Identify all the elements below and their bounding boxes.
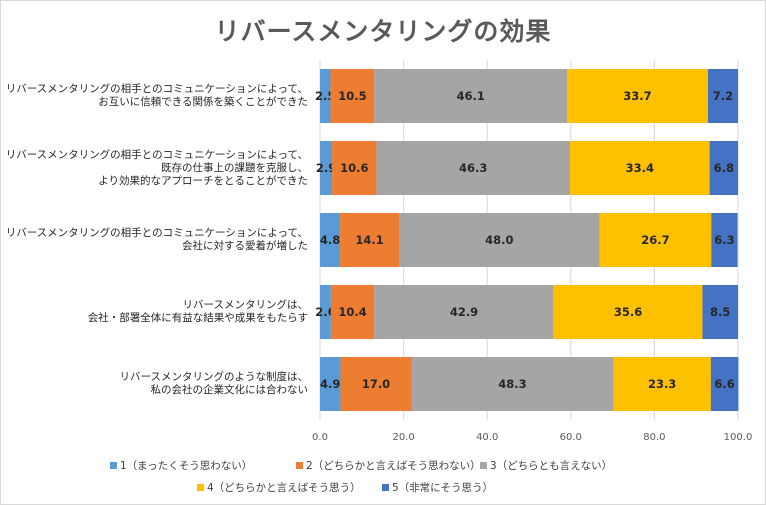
legend-item: 5（非常にそう思う） xyxy=(382,480,493,495)
data-label: 4.9 xyxy=(320,377,340,391)
legend-swatch xyxy=(382,484,389,491)
chart-title: リバースメンタリングの効果 xyxy=(214,17,552,46)
bar-segment xyxy=(340,213,400,267)
data-label: 6.8 xyxy=(714,161,734,175)
bar-segment xyxy=(374,285,554,339)
legend-item: 4（どちらかと言えばそう思う） xyxy=(197,480,361,495)
legend-label: 4（どちらかと言えばそう思う） xyxy=(207,482,361,494)
category-label-line: 会社・部署全体に有益な結果や成果をもたらす xyxy=(87,312,308,324)
data-label: 48.0 xyxy=(485,233,513,247)
x-tick-label: 0.0 xyxy=(312,432,328,443)
data-label: 2.6 xyxy=(315,305,335,319)
category-label: リバースメンタリングのような制度は、 私の会社の企業文化には合わない xyxy=(0,371,308,397)
bar-segment xyxy=(399,213,600,267)
data-label: 23.3 xyxy=(648,377,676,391)
bar-segment xyxy=(702,285,738,339)
bar-segment xyxy=(320,69,331,123)
data-label: 10.6 xyxy=(340,161,368,175)
bar-segment xyxy=(374,69,568,123)
category-label-line: リバースメンタリングの相手とのコミュニケーションによって、 xyxy=(5,148,308,161)
data-label: 2.5 xyxy=(315,89,335,103)
data-label: 10.5 xyxy=(338,89,366,103)
category-label-line: 会社に対する愛着が増した xyxy=(182,240,308,252)
bar-segment xyxy=(599,213,712,267)
data-label: 6.3 xyxy=(714,233,734,247)
legend-label: 5（非常にそう思う） xyxy=(392,482,493,494)
bar-segment xyxy=(340,357,412,411)
data-label: 14.1 xyxy=(355,233,383,247)
data-label: 42.9 xyxy=(450,305,478,319)
bar-segment xyxy=(330,69,375,123)
bar-segment xyxy=(376,141,570,195)
bar-segment xyxy=(711,213,738,267)
legend-item: 1（まったくそう思わない） xyxy=(110,458,252,473)
x-tick-label: 40.0 xyxy=(476,432,498,443)
bar-segment xyxy=(332,141,377,195)
bar-segment xyxy=(411,357,614,411)
legend-label: 3（どちらとも言えない） xyxy=(490,460,613,472)
category-label: リバースメンタリングの相手とのコミュニケーションによって、 既存の仕事上の課題を克… xyxy=(0,149,308,188)
bar-segment xyxy=(320,213,341,267)
legend-item: 3（どちらとも言えない） xyxy=(480,458,612,473)
x-tick-label: 80.0 xyxy=(643,432,665,443)
data-label: 17.0 xyxy=(362,377,390,391)
bar-segment xyxy=(320,141,333,195)
data-label: 33.7 xyxy=(623,89,651,103)
category-label: リバースメンタリングの相手とのコミュニケーションによって、 お互いに信頼できる関係… xyxy=(0,83,308,109)
bar-segment xyxy=(709,141,738,195)
data-label: 26.7 xyxy=(641,233,669,247)
category-label-line: リバースメンタリングは、 xyxy=(182,299,308,311)
legend-swatch xyxy=(296,462,303,469)
x-tick-label: 60.0 xyxy=(560,432,582,443)
category-label: リバースメンタリングは、 会社・部署全体に有益な結果や成果をもたらす xyxy=(0,299,308,325)
data-label: 4.8 xyxy=(320,233,340,247)
category-label: リバースメンタリングの相手とのコミュニケーションによって、 会社に対する愛着が増し… xyxy=(0,227,308,253)
category-label-line: リバースメンタリングの相手とのコミュニケーションによって、 xyxy=(5,83,308,95)
bar-segment xyxy=(567,69,708,123)
bar-segment xyxy=(320,357,341,411)
bar-segment xyxy=(613,357,711,411)
legend-swatch xyxy=(197,484,204,491)
bar-segment xyxy=(707,69,738,123)
legend-label: 1（まったくそう思わない） xyxy=(120,460,253,472)
data-label: 46.3 xyxy=(459,161,487,175)
bar-segment xyxy=(553,285,703,339)
data-label: 7.2 xyxy=(713,89,733,103)
bar-segment xyxy=(320,285,331,339)
x-tick-label: 100.0 xyxy=(724,432,753,443)
category-label-line: 既存の仕事上の課題を克服し、 xyxy=(161,161,308,174)
legend-swatch xyxy=(480,462,487,469)
legend-label: 2（どちらかと言えばそう思わない） xyxy=(306,460,481,472)
data-label: 46.1 xyxy=(457,89,485,103)
data-label: 35.6 xyxy=(614,305,642,319)
data-label: 6.6 xyxy=(714,377,734,391)
bar-segment xyxy=(710,357,739,411)
x-tick-label: 20.0 xyxy=(392,432,414,443)
category-label-line: 私の会社の企業文化には合わない xyxy=(150,384,309,396)
bar-segment xyxy=(569,141,710,195)
category-label-line: リバースメンタリングのような制度は、 xyxy=(119,371,308,383)
legend-swatch xyxy=(110,462,117,469)
data-label: 2.9 xyxy=(316,161,336,175)
category-label-line: リバースメンタリングの相手とのコミュニケーションによって、 xyxy=(5,227,308,239)
data-label: 48.3 xyxy=(498,377,526,391)
data-label: 8.5 xyxy=(710,305,730,319)
data-label: 10.4 xyxy=(338,305,366,319)
data-label: 33.4 xyxy=(626,161,654,175)
bar-segment xyxy=(330,285,375,339)
category-label-line: より効果的なアプローチをとることができた xyxy=(98,174,308,187)
category-label-line: お互いに信頼できる関係を築くことができた xyxy=(98,96,308,108)
legend-item: 2（どちらかと言えばそう思わない） xyxy=(296,458,481,473)
